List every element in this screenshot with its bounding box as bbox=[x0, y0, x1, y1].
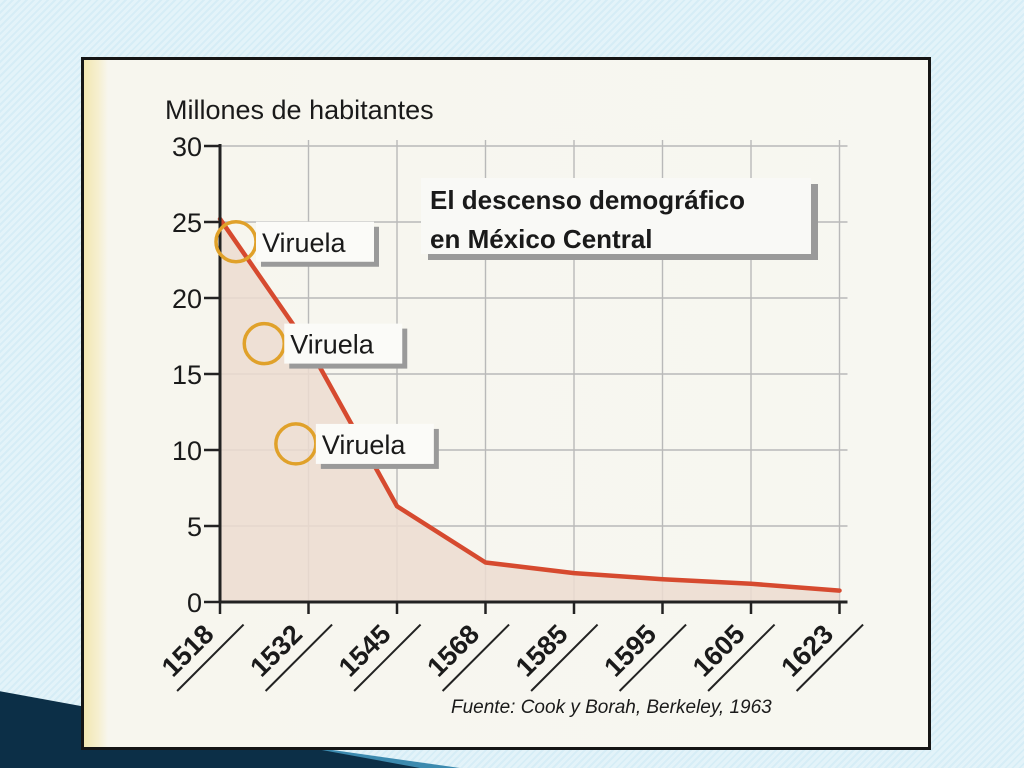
x-tick-underline bbox=[264, 623, 333, 692]
x-tick-underline bbox=[618, 623, 687, 692]
x-tick-underline bbox=[707, 623, 776, 692]
x-tick-underline bbox=[441, 623, 510, 692]
x-tick-underline bbox=[795, 623, 864, 692]
x-ticks: 1518 1532 1545 1568 1585 1595 1605 1623 bbox=[156, 602, 864, 692]
chart-title-line: El descenso demográfico bbox=[430, 185, 745, 215]
x-tick-underline bbox=[530, 623, 599, 692]
annotation-label: Viruela bbox=[322, 430, 407, 460]
title-box-background bbox=[421, 178, 811, 254]
x-tick-label: 1568 bbox=[421, 619, 485, 683]
y-tick-label: 0 bbox=[187, 588, 202, 618]
x-tick-group: 1595 bbox=[598, 619, 687, 692]
x-tick-group: 1623 bbox=[775, 619, 864, 692]
annotation-box bbox=[315, 423, 434, 464]
y-tick-label: 25 bbox=[172, 208, 202, 238]
y-tick-label: 30 bbox=[172, 132, 202, 162]
annotation-label: Viruela bbox=[262, 228, 347, 258]
x-tick-label: 1532 bbox=[244, 619, 308, 683]
y-tick-label: 20 bbox=[172, 284, 202, 314]
x-tick-underline bbox=[176, 623, 245, 692]
x-tick-label: 1595 bbox=[598, 619, 662, 683]
annotation-box bbox=[284, 323, 403, 364]
annotation-label: Viruela bbox=[290, 330, 375, 360]
chart-title-line: en México Central bbox=[430, 224, 653, 254]
x-tick-underline bbox=[353, 623, 422, 692]
x-tick-label: 1605 bbox=[687, 619, 751, 683]
x-tick-group: 1605 bbox=[687, 619, 776, 692]
y-ticks: 0 5 10 15 20 25 30 bbox=[172, 132, 220, 618]
x-tick-group: 1545 bbox=[333, 619, 422, 692]
chart-title-box: El descenso demográfico en México Central bbox=[421, 178, 818, 260]
annotation-viruela: Viruela bbox=[274, 422, 439, 469]
annotation-viruela: Viruela bbox=[242, 321, 408, 369]
x-tick-label: 1518 bbox=[156, 619, 220, 683]
y-tick-label: 15 bbox=[172, 360, 202, 390]
x-tick-label: 1623 bbox=[775, 619, 839, 683]
x-tick-label: 1585 bbox=[510, 619, 574, 683]
population-area bbox=[220, 218, 840, 602]
annotation-box bbox=[256, 221, 374, 262]
y-tick-label: 5 bbox=[187, 512, 202, 542]
x-tick-group: 1568 bbox=[421, 619, 510, 692]
population-line bbox=[217, 216, 842, 593]
annotations: Viruela Viruela Viruela bbox=[214, 220, 439, 469]
y-tick-label: 10 bbox=[172, 436, 202, 466]
x-tick-label: 1545 bbox=[333, 619, 397, 683]
source-note: Fuente: Cook y Borah, Berkeley, 1963 bbox=[451, 697, 772, 718]
x-tick-group: 1532 bbox=[244, 619, 333, 692]
y-axis-label: Millones de habitantes bbox=[165, 95, 434, 125]
annotation-viruela: Viruela bbox=[214, 220, 379, 267]
x-tick-group: 1585 bbox=[510, 619, 599, 692]
